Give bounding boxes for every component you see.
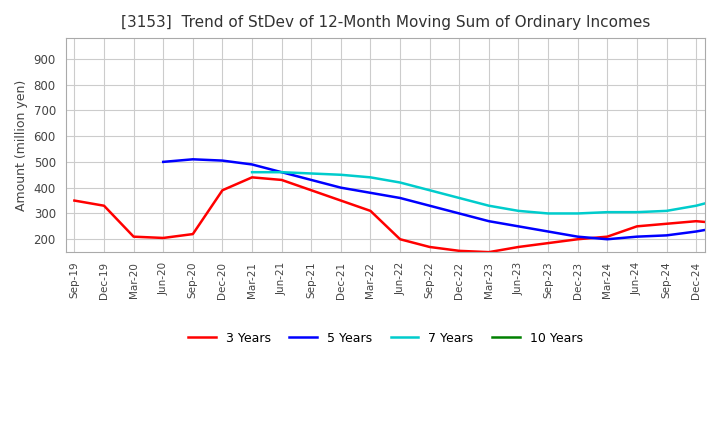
7 Years (633, 209, 642, 215)
5 Years (633, 234, 642, 239)
Title: [3153]  Trend of StDev of 12-Month Moving Sum of Ordinary Incomes: [3153] Trend of StDev of 12-Month Moving… (120, 15, 650, 30)
7 Years (248, 169, 256, 175)
3 Years (573, 237, 582, 242)
3 Years (544, 241, 552, 246)
3 Years (662, 221, 671, 227)
5 Years (544, 229, 552, 234)
Legend: 3 Years, 5 Years, 7 Years, 10 Years: 3 Years, 5 Years, 7 Years, 10 Years (183, 327, 588, 350)
5 Years (189, 157, 197, 162)
7 Years (485, 203, 493, 209)
3 Years (277, 177, 286, 183)
7 Years (692, 203, 701, 209)
7 Years (366, 175, 375, 180)
3 Years (455, 248, 464, 253)
3 Years (603, 234, 611, 239)
3 Years (307, 187, 315, 193)
5 Years (159, 159, 168, 165)
Line: 5 Years: 5 Years (163, 84, 720, 239)
5 Years (485, 219, 493, 224)
3 Years (248, 175, 256, 180)
3 Years (485, 249, 493, 255)
Line: 3 Years: 3 Years (74, 44, 720, 252)
5 Years (603, 237, 611, 242)
5 Years (396, 195, 405, 201)
5 Years (248, 162, 256, 167)
5 Years (455, 211, 464, 216)
7 Years (277, 169, 286, 175)
3 Years (130, 234, 138, 239)
7 Years (514, 208, 523, 213)
3 Years (218, 187, 227, 193)
7 Years (426, 187, 434, 193)
5 Years (573, 234, 582, 239)
3 Years (99, 203, 108, 209)
7 Years (544, 211, 552, 216)
7 Years (307, 171, 315, 176)
5 Years (662, 233, 671, 238)
7 Years (573, 211, 582, 216)
5 Years (514, 224, 523, 229)
7 Years (396, 180, 405, 185)
3 Years (633, 224, 642, 229)
3 Years (396, 237, 405, 242)
7 Years (662, 208, 671, 213)
3 Years (426, 244, 434, 249)
3 Years (692, 219, 701, 224)
3 Years (189, 231, 197, 237)
3 Years (70, 198, 78, 203)
5 Years (692, 229, 701, 234)
5 Years (277, 169, 286, 175)
5 Years (366, 190, 375, 195)
Line: 7 Years: 7 Years (252, 105, 720, 213)
3 Years (514, 244, 523, 249)
3 Years (336, 198, 345, 203)
5 Years (307, 177, 315, 183)
7 Years (455, 195, 464, 201)
5 Years (336, 185, 345, 191)
3 Years (366, 208, 375, 213)
Y-axis label: Amount (million yen): Amount (million yen) (15, 80, 28, 211)
7 Years (603, 209, 611, 215)
3 Years (159, 235, 168, 241)
5 Years (426, 203, 434, 209)
5 Years (218, 158, 227, 163)
7 Years (336, 172, 345, 177)
